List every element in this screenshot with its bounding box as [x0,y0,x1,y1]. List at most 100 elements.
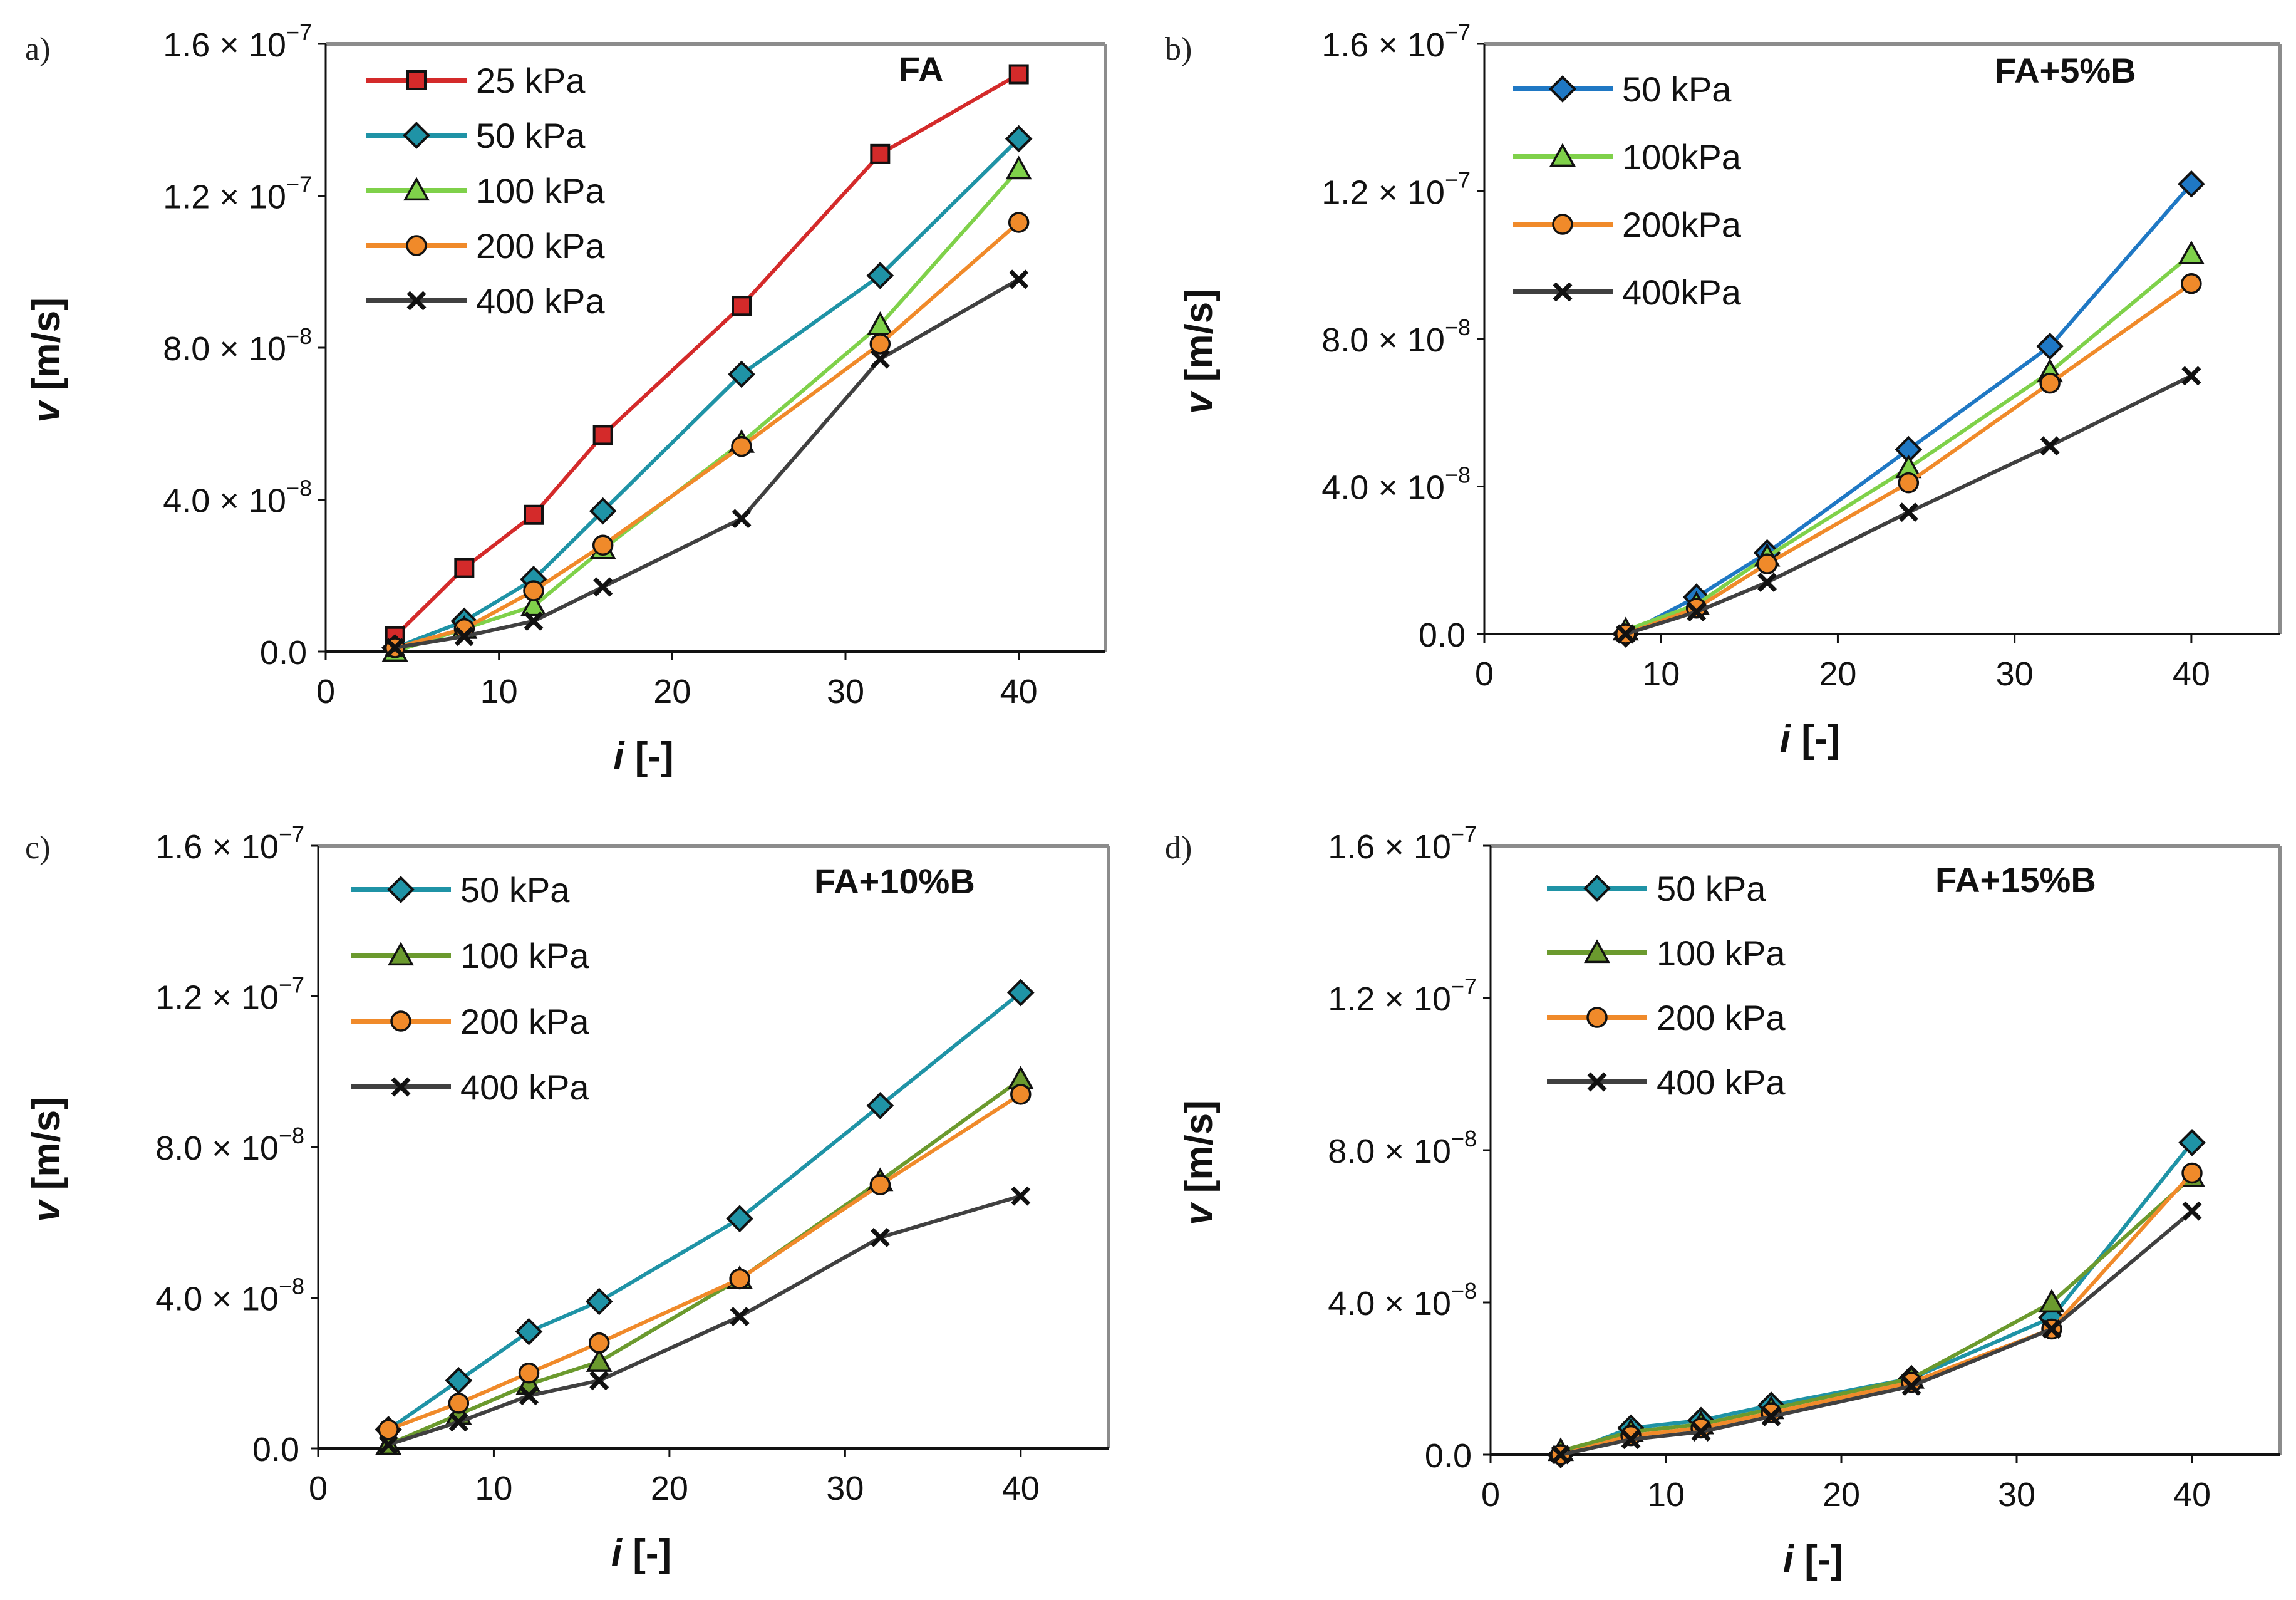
legend-entry: 50 kPa [366,116,586,155]
data-point [2178,1129,2206,1156]
series-50-kpa [375,979,1035,1443]
series-50-kpa [1547,1129,2206,1468]
x-tick-label: 10 [475,1470,512,1507]
legend-swatch-marker [390,1010,411,1032]
x-tick-label: 30 [826,1470,864,1507]
data-point [2181,1162,2203,1184]
panel-4: d) 0.0 4.0 × 10−8 8.0 × 10−8 1.2 × 10−7 1.6 ×… [1165,821,2282,1581]
legend-entry: 50 kPa [1547,869,1766,908]
panel-letter: b) [1165,31,1192,67]
data-point [589,1371,609,1391]
data-point [732,296,752,316]
x-tick-label: 20 [1823,1476,1860,1514]
series-line [387,991,1022,1431]
legend-entry: 50 kPa [1513,70,1732,109]
x-axis-label: i [-] [613,735,673,778]
x-tick-label: 30 [1998,1476,2035,1514]
series-400kpa [1616,366,2201,644]
legend-entry: 200 kPa [351,1002,589,1041]
legend-label: 100 kPa [476,171,605,210]
data-point [1691,1422,1711,1442]
y-tick-label: 1.2 × 10−7 [163,172,312,216]
series-line [1625,252,2193,632]
legend-entry: 400kPa [1513,273,1742,312]
data-point [2039,1289,2065,1313]
data-point [2036,332,2064,360]
legend-swatch-marker [403,177,430,201]
x-tick-label: 30 [1996,655,2034,693]
data-point [728,360,755,388]
y-tick-label: 0.0 [1425,1437,1472,1475]
legend-label: 400 kPa [476,281,605,321]
panel-letter: a) [25,31,50,67]
data-point [519,1386,539,1406]
sample-annotation: FA+5%B [1995,51,2136,90]
series-line [1625,374,2193,636]
series-400-kpa [378,1186,1031,1455]
legend-swatch-marker [1549,75,1576,103]
legend-label: 400 kPa [460,1068,589,1107]
series-line [395,278,1020,650]
data-point [866,261,894,289]
data-point [870,1227,890,1247]
y-tick-label: 1.2 × 10−7 [1321,167,1471,212]
legend-entry: 100 kPa [351,936,589,975]
data-point [524,504,544,525]
data-point [378,1419,399,1440]
data-point [1010,1084,1032,1105]
y-tick-label: 4.0 × 10−8 [155,1274,304,1318]
x-tick-label: 20 [1819,655,1856,693]
x-axis-label: i [-] [1780,717,1840,761]
y-tick-label: 8.0 × 10−8 [163,323,312,368]
series-line [393,72,1020,638]
data-point [454,626,474,647]
data-point [1005,125,1033,153]
x-tick-label: 0 [1481,1476,1500,1514]
data-point [866,1092,894,1119]
legend-swatch-marker [406,70,427,90]
legend-label: 400 kPa [1657,1062,1786,1102]
data-point [1761,1406,1781,1426]
x-tick-label: 10 [1642,655,1680,693]
data-point [520,592,547,616]
data-point [1621,1430,1641,1450]
data-point [1757,573,1777,593]
legend-entry: 400 kPa [1547,1062,1786,1102]
y-tick-label: 1.6 × 10−7 [155,821,304,866]
data-point [2042,1319,2062,1339]
data-point [515,1317,543,1346]
data-point [589,497,617,525]
data-point [1005,155,1032,180]
legend-swatch-marker [1549,143,1576,167]
x-tick-label: 10 [480,673,518,710]
data-point [732,509,752,529]
data-point [585,1287,613,1316]
series-line [388,1093,1022,1431]
data-point [592,425,613,445]
panel-1: a) 0.0 4.0 × 10−8 8.0 × 10−8 1.2 × 10−7 1.6 ×… [25,19,1107,778]
x-tick-label: 40 [1000,673,1038,710]
legend-swatch-marker [1587,1072,1607,1092]
data-point [445,1366,473,1395]
series-200-kpa [1550,1162,2203,1465]
x-tick-label: 0 [309,1470,328,1507]
legend-entry: 100 kPa [1547,933,1786,973]
data-point [2182,1201,2202,1221]
data-point [1008,64,1029,85]
legend-label: 50 kPa [1657,869,1766,908]
series-100-kpa [1548,1163,2205,1462]
data-point [448,1412,468,1432]
legend-swatch-marker [391,1077,411,1097]
legend-label: 25 kPa [476,61,586,100]
series-line [1560,1209,2193,1457]
data-point [2178,240,2205,264]
x-tick-label: 10 [1647,1476,1685,1514]
y-tick-label: 8.0 × 10−8 [1321,314,1471,359]
data-point [1011,1186,1031,1206]
legend-swatch-marker [388,942,414,966]
data-point [2181,366,2201,386]
x-tick-label: 40 [2173,1476,2211,1514]
panel-3: c) 0.0 4.0 × 10−8 8.0 × 10−8 1.2 × 10−7 1.6 ×… [25,821,1110,1575]
legend-entry: 100kPa [1513,137,1742,177]
